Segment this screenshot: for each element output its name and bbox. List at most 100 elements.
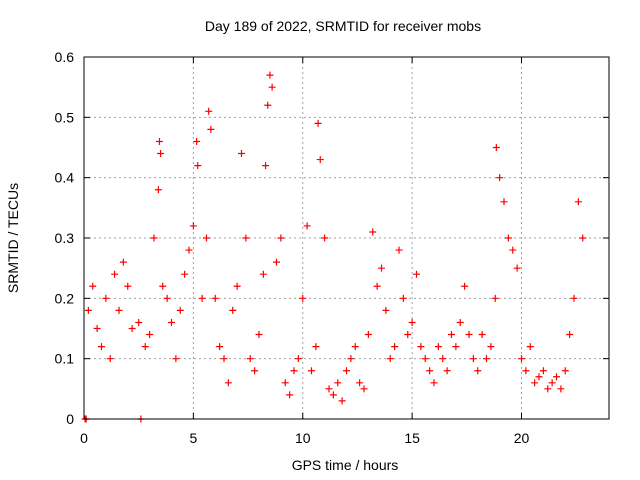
x-tick-label: 5: [189, 430, 197, 446]
data-point: [338, 397, 346, 405]
data-point: [115, 306, 123, 314]
data-point: [421, 355, 429, 363]
data-point: [456, 318, 464, 326]
data-points: [81, 71, 587, 423]
x-tick-label: 20: [514, 430, 530, 446]
data-point: [544, 385, 552, 393]
y-tick-label: 0: [66, 411, 74, 427]
data-point: [102, 294, 110, 302]
data-point: [316, 156, 324, 164]
data-point: [566, 331, 574, 339]
data-point: [509, 246, 517, 254]
data-point: [461, 282, 469, 290]
data-point: [216, 343, 224, 351]
data-point: [128, 325, 136, 332]
data-point: [399, 294, 407, 302]
data-point: [207, 125, 215, 133]
data-point: [185, 246, 193, 254]
data-point: [312, 343, 320, 351]
data-point: [548, 379, 556, 387]
data-point: [391, 343, 399, 351]
data-point: [150, 234, 158, 242]
data-point: [268, 83, 276, 91]
data-point: [264, 101, 272, 109]
data-point: [360, 385, 368, 393]
data-point: [417, 343, 425, 351]
data-point: [303, 222, 311, 230]
data-point: [478, 331, 486, 339]
data-point: [205, 107, 213, 115]
data-point: [106, 355, 114, 363]
data-point: [469, 355, 477, 363]
data-point: [531, 379, 539, 387]
grid-lines: [84, 57, 609, 419]
chart-title: Day 189 of 2022, SRMTID for receiver mob…: [205, 18, 481, 34]
data-point: [299, 294, 307, 302]
data-point: [465, 331, 473, 339]
data-point: [98, 343, 105, 351]
data-point: [290, 367, 298, 375]
data-point: [286, 391, 294, 399]
data-point: [193, 137, 201, 145]
data-point: [224, 379, 232, 387]
data-point: [561, 367, 569, 375]
data-point: [351, 343, 359, 351]
data-point: [146, 331, 154, 339]
data-point: [329, 391, 337, 399]
data-point: [211, 294, 219, 302]
data-point: [238, 150, 245, 158]
y-tick-label: 0.1: [55, 351, 75, 367]
data-point: [277, 234, 285, 242]
data-point: [426, 367, 434, 375]
data-point: [189, 222, 197, 230]
y-tick-label: 0.3: [55, 230, 75, 246]
y-tick-label: 0.4: [55, 170, 75, 186]
axis-ticks: 0 0.1 0.2 0.3 0.4 0.5 0.6 0 5 10 15 20: [55, 49, 609, 446]
data-point: [474, 367, 482, 375]
y-axis-label: SRMTID / TECUs: [5, 183, 21, 293]
data-point: [233, 282, 241, 290]
data-point: [119, 258, 127, 266]
data-point: [518, 355, 525, 363]
data-point: [259, 270, 267, 278]
data-point: [255, 331, 263, 339]
data-point: [513, 264, 521, 272]
data-point: [251, 367, 259, 375]
data-point: [408, 318, 416, 326]
data-point: [273, 258, 280, 266]
x-tick-label: 15: [404, 430, 420, 446]
data-point: [496, 174, 504, 182]
y-tick-label: 0.5: [55, 109, 75, 125]
data-point: [343, 367, 350, 375]
data-point: [159, 282, 167, 290]
data-point: [141, 343, 149, 351]
data-point: [84, 306, 92, 314]
data-point: [504, 234, 512, 242]
data-point: [172, 355, 180, 363]
data-point: [395, 246, 403, 254]
data-point: [93, 325, 101, 332]
data-point: [314, 119, 322, 127]
data-point: [369, 228, 377, 236]
data-point: [334, 379, 342, 387]
data-point: [266, 71, 274, 79]
data-point: [579, 234, 587, 242]
data-point: [386, 355, 394, 363]
data-point: [553, 373, 560, 381]
data-point: [325, 385, 333, 393]
data-point: [198, 294, 206, 302]
data-point: [522, 367, 530, 375]
data-point: [135, 318, 143, 326]
data-point: [168, 318, 175, 326]
data-point: [378, 264, 385, 272]
data-point: [229, 306, 237, 314]
data-point: [356, 379, 364, 387]
data-point: [364, 331, 372, 339]
data-point: [452, 343, 460, 351]
data-point: [570, 294, 578, 302]
x-axis-label: GPS time / hours: [292, 457, 399, 473]
data-point: [439, 355, 447, 363]
data-point: [434, 343, 442, 351]
data-point: [448, 331, 455, 339]
data-point: [487, 343, 495, 351]
